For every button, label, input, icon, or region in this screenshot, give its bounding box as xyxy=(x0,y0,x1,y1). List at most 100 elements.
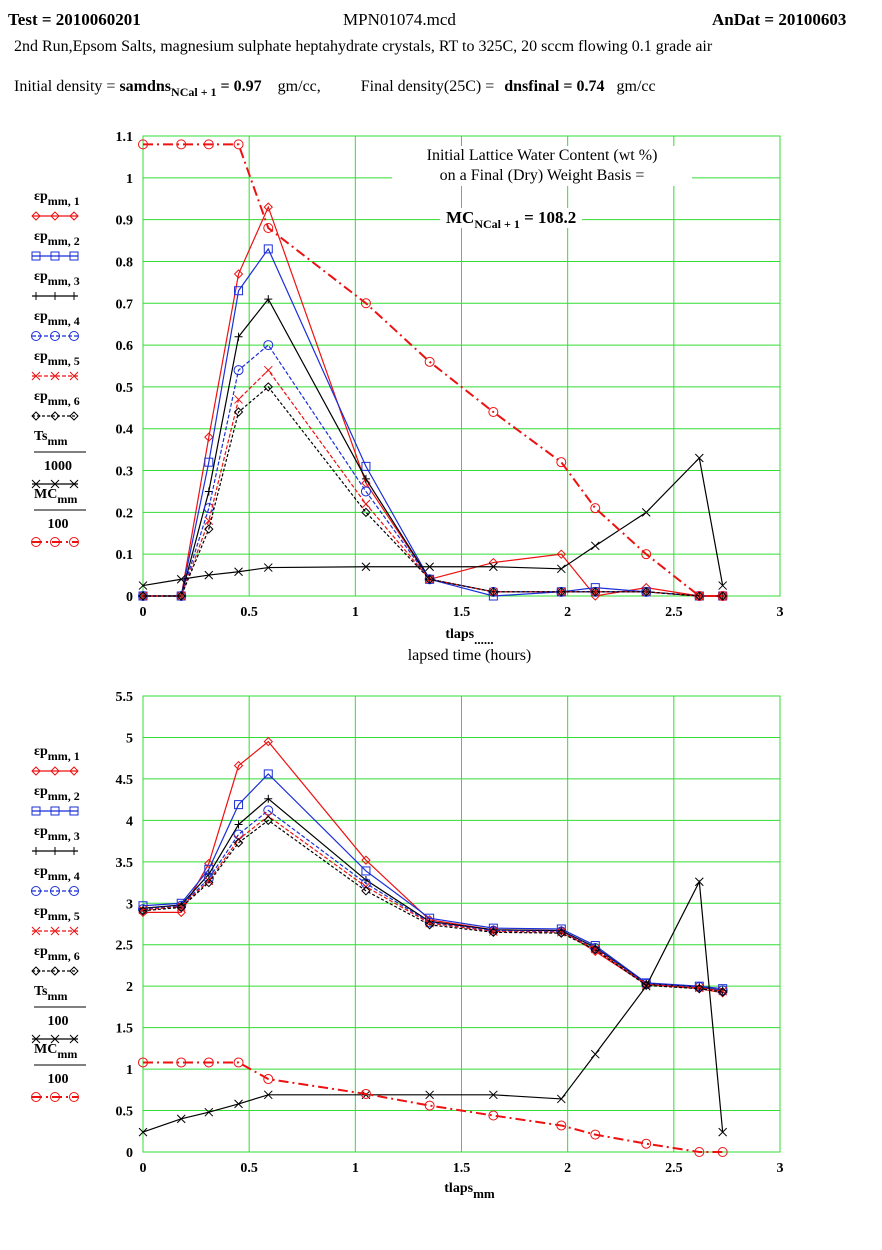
data-point xyxy=(718,581,728,590)
data-point xyxy=(233,365,244,376)
y-tick-label: 2.5 xyxy=(116,939,134,954)
legend-marker xyxy=(69,806,79,816)
initial-density-value: = 0.97 xyxy=(216,78,262,95)
x-tick-label: 1 xyxy=(352,1161,359,1176)
series-line xyxy=(142,773,723,990)
data-point xyxy=(424,356,435,367)
legend-marker xyxy=(69,766,79,776)
plot-frame xyxy=(142,695,781,1153)
legend-marker xyxy=(69,411,79,421)
series-line xyxy=(143,205,723,597)
data-point xyxy=(488,927,499,937)
test-id: Test = 2010060201 xyxy=(8,10,141,29)
legend-marker xyxy=(31,1034,41,1044)
legend-marker xyxy=(69,371,79,381)
data-point xyxy=(556,1094,566,1104)
data-point xyxy=(641,978,652,989)
series-1 xyxy=(138,736,728,998)
legend-label: εpmm, 3 xyxy=(34,269,80,288)
data-point xyxy=(204,570,214,580)
legend-marker xyxy=(50,886,60,896)
mc-sub: NCal + 1 xyxy=(474,217,520,231)
legend-label: εpmm, 4 xyxy=(34,864,80,883)
data-point xyxy=(590,587,600,597)
y-tick-label: 3 xyxy=(126,897,133,912)
legend-marker xyxy=(50,537,60,547)
data-point xyxy=(694,1147,705,1157)
data-point xyxy=(488,562,498,572)
legend-marker xyxy=(31,766,41,776)
data-point xyxy=(360,486,371,497)
y-tick-label: 3.5 xyxy=(116,856,134,871)
legend-marker xyxy=(31,331,41,341)
y-tick-label: 0 xyxy=(126,590,133,605)
legend-marker xyxy=(50,966,60,976)
data-point xyxy=(717,1147,728,1157)
legend-marker xyxy=(50,371,60,381)
data-point xyxy=(556,587,567,597)
legend-label: εpmm, 1 xyxy=(34,189,80,208)
chart-top: 0 0.1 0.2 0.3 0.4 0.5 0.6 0.7 0.8 0.9 1 1.1 0 0.5 1 1.5… xyxy=(31,130,784,664)
data-point xyxy=(263,1074,274,1085)
final-density-unit: gm/cc xyxy=(616,78,656,95)
legend-marker xyxy=(51,292,59,300)
run-description: 2nd Run,Epsom Salts, magnesium sulphate … xyxy=(14,38,713,55)
legend-marker xyxy=(69,211,79,221)
legend-marker xyxy=(69,966,79,976)
legend-marker xyxy=(69,479,79,489)
data-point xyxy=(488,407,499,417)
initial-density-var: samdns xyxy=(119,78,172,95)
legend-label: εpmm, 2 xyxy=(34,784,80,803)
mc-var: MC xyxy=(446,208,475,227)
data-point xyxy=(590,541,600,551)
data-point xyxy=(204,877,214,888)
data-point xyxy=(138,139,148,150)
x-axis-label: tlapsmm xyxy=(444,1181,495,1201)
data-point xyxy=(263,223,274,233)
legend-marker xyxy=(70,292,78,300)
legend-marker xyxy=(50,411,60,421)
series-7 xyxy=(138,877,728,1137)
legend-denominator: 100 xyxy=(48,1014,69,1029)
data-point xyxy=(556,928,567,938)
data-point xyxy=(263,382,273,392)
data-point xyxy=(361,855,371,865)
legend-marker xyxy=(50,1034,60,1044)
data-point xyxy=(694,877,704,887)
data-point xyxy=(556,926,567,937)
series-line xyxy=(143,369,723,597)
data-point xyxy=(263,815,273,826)
data-point xyxy=(138,906,148,916)
final-density-var: dnsfinal xyxy=(504,78,560,95)
data-point xyxy=(590,1049,600,1059)
x-tick-label: 3 xyxy=(777,1161,784,1176)
legend-marker xyxy=(31,479,41,489)
data-point xyxy=(176,591,186,601)
data-point xyxy=(361,562,371,572)
data-point xyxy=(694,453,704,463)
y-tick-label: 1.1 xyxy=(116,130,134,145)
data-point xyxy=(361,866,371,876)
x-axis-caption: lapsed time (hours) xyxy=(408,647,532,664)
series-7 xyxy=(138,453,728,590)
data-point xyxy=(641,587,651,597)
legend-marker xyxy=(31,371,41,381)
data-point xyxy=(718,1127,728,1137)
data-point xyxy=(234,332,243,341)
legend-marker xyxy=(69,251,79,261)
legend-label: εpmm, 1 xyxy=(34,744,80,763)
file-name: MPN01074.mcd xyxy=(343,10,456,29)
x-tick-label: 2.5 xyxy=(665,1161,683,1176)
y-tick-label: 0.7 xyxy=(116,297,134,312)
legend-marker xyxy=(50,766,60,776)
data-point xyxy=(488,1110,499,1121)
legend-marker xyxy=(69,926,79,936)
data-point xyxy=(263,1090,273,1100)
y-tick-label: 4.5 xyxy=(116,773,134,788)
legend-denominator: 1000 xyxy=(44,459,72,474)
legend-marker xyxy=(32,292,40,300)
grid xyxy=(142,695,781,1153)
series-line xyxy=(143,1061,723,1153)
chart-bottom: 0 0.5 1 1.5 2 2.5 3 3.5 4 4.5 5 5.5 0 0.5 1 1.5 2 2.5 3 tla… xyxy=(31,690,784,1201)
legend-marker xyxy=(31,211,41,221)
